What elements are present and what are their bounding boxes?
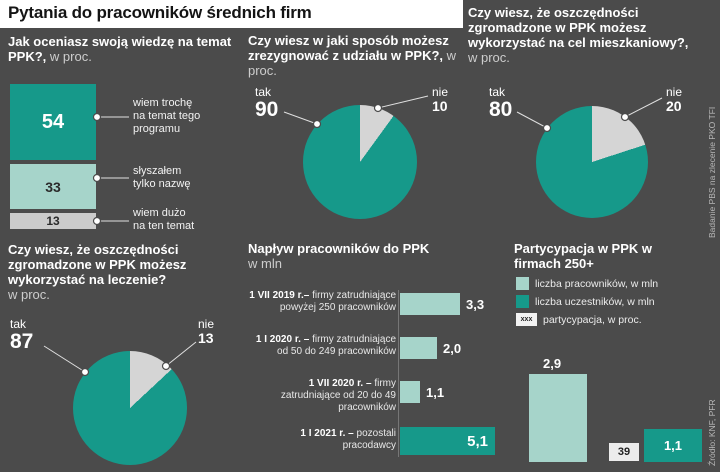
inflow-bar-2020-jan bbox=[400, 337, 437, 359]
treatment-pie-yes-value: 87 bbox=[10, 330, 34, 353]
inflow-row-date-2019: 1 VII 2019 r.– bbox=[249, 290, 310, 301]
treatment-pie-no-label: nie 13 bbox=[198, 318, 214, 346]
legend-swatch-employees bbox=[516, 277, 529, 290]
inflow-row-rest-2021: pozostali pracodawcy bbox=[342, 428, 396, 451]
inflow-bar-2021: 5,1 bbox=[400, 427, 495, 455]
inflow-axis-line bbox=[398, 290, 399, 457]
housing-chart-title: Czy wiesz, że oszczędności zgromadzone w… bbox=[468, 5, 696, 65]
inflow-row-label-2020-jul: 1 VII 2020 r. – firmy zatrudniające od 2… bbox=[248, 378, 396, 414]
connector-line bbox=[624, 97, 663, 118]
knowledge-bar-heard-name: 33 bbox=[10, 164, 96, 209]
legend-label-participation-rate: partycypacja, w proc. bbox=[543, 313, 642, 326]
treatment-chart-title-text: Czy wiesz, że oszczędności zgromadzone w… bbox=[8, 242, 187, 287]
legend-row-participants: liczba uczestników, w mln bbox=[516, 295, 655, 308]
knowledge-label-a-lot: wiem dużo na ten temat bbox=[133, 207, 195, 232]
housing-pie-yes-word: tak bbox=[489, 85, 506, 99]
inflow-bar-2019 bbox=[400, 293, 460, 315]
knowledge-chart-title: Jak oceniasz swoją wiedzę na temat PPK?,… bbox=[8, 34, 233, 64]
inflow-chart-title: Napływ pracowników do PPK w mln bbox=[248, 241, 498, 271]
page-title: Pytania do pracowników średnich firm bbox=[8, 3, 312, 22]
title-bar: Pytania do pracowników średnich firm bbox=[0, 0, 463, 28]
housing-pie-no-word: nie bbox=[666, 85, 683, 99]
treatment-pie-chart bbox=[73, 351, 187, 465]
connector-line bbox=[377, 95, 429, 109]
housing-pie-no-value: 20 bbox=[666, 98, 682, 114]
knowledge-bar-heard-name-value: 33 bbox=[45, 178, 61, 195]
housing-pie-yes-value: 80 bbox=[489, 98, 513, 121]
inflow-bar-2020-jul bbox=[400, 381, 420, 403]
legend-label-employees: liczba pracowników, w mln bbox=[535, 277, 659, 290]
housing-pie-no-label: nie 20 bbox=[666, 86, 682, 114]
participation-chart-title: Partycypacja w PPK w firmach 250+ bbox=[514, 241, 653, 271]
treatment-chart-title: Czy wiesz, że oszczędności zgromadzone w… bbox=[8, 242, 238, 302]
resign-pie-chart bbox=[303, 105, 417, 219]
resign-pie-yes-value: 90 bbox=[255, 98, 279, 121]
resign-chart-title: Czy wiesz w jaki sposób możesz zrezygnow… bbox=[248, 33, 460, 78]
participation-bar-employees-value: 2,9 bbox=[543, 356, 562, 371]
knowledge-bar-some: 54 bbox=[10, 84, 96, 160]
resign-pie-no-value: 10 bbox=[432, 98, 448, 114]
credit-data-source: Źródło: KNF, PFR bbox=[707, 399, 717, 466]
inflow-chart-title-text: Napływ pracowników do PPK bbox=[248, 241, 430, 256]
legend-label-participants: liczba uczestników, w mln bbox=[535, 295, 655, 308]
knowledge-bar-a-lot-value: 13 bbox=[46, 214, 60, 228]
inflow-row-rest-2020-jan: firmy zatrudniające od 50 do 249 pracown… bbox=[277, 334, 396, 357]
participation-bar-participants: 1,1 bbox=[644, 429, 702, 462]
inflow-row-label-2021: 1 I 2021 r. – pozostali pracodawcy bbox=[248, 428, 396, 452]
resign-chart-subtitle: w proc. bbox=[248, 48, 457, 78]
knowledge-chart-subtitle: w proc. bbox=[49, 49, 92, 64]
connector-line bbox=[43, 345, 86, 373]
knowledge-label-some: wiem trochę na temat tego programu bbox=[133, 97, 201, 135]
treatment-chart-subtitle: w proc. bbox=[8, 287, 50, 302]
inflow-row-date-2020-jul: 1 VII 2020 r. – bbox=[308, 378, 372, 389]
inflow-row-date-2021: 1 I 2021 r. – bbox=[300, 428, 354, 439]
treatment-pie-yes-label: tak 87 bbox=[10, 318, 33, 353]
knowledge-bar-some-value: 54 bbox=[41, 110, 65, 133]
credit-survey-source: Badanie PBS na zlecenie PKO TFI bbox=[707, 106, 717, 238]
resign-pie-yes-word: tak bbox=[255, 85, 272, 99]
inflow-row-label-2020-jan: 1 I 2020 r. – firmy zatrudniające od 50 … bbox=[248, 334, 396, 358]
connector-line bbox=[165, 341, 197, 367]
treatment-pie-yes-word: tak bbox=[10, 317, 27, 331]
knowledge-chart-title-text: Jak oceniasz swoją wiedzę na temat PPK?, bbox=[8, 34, 232, 64]
legend-row-employees: liczba pracowników, w mln bbox=[516, 277, 658, 290]
treatment-pie-no-word: nie bbox=[198, 317, 215, 331]
housing-chart-subtitle: w proc. bbox=[468, 50, 510, 65]
legend-row-participation-rate: xxx partycypacja, w proc. bbox=[516, 313, 642, 326]
legend-swatch-participation-rate: xxx bbox=[516, 313, 537, 326]
inflow-bar-2019-value: 3,3 bbox=[466, 297, 485, 312]
resign-pie-no-word: nie bbox=[432, 85, 449, 99]
knowledge-label-heard-name: słyszałem tylko nazwę bbox=[133, 165, 191, 190]
connector-line bbox=[283, 111, 318, 125]
housing-pie-chart bbox=[536, 106, 648, 218]
housing-chart-title-text: Czy wiesz, że oszczędności zgromadzone w… bbox=[468, 5, 689, 50]
inflow-bar-2020-jul-value: 1,1 bbox=[426, 385, 445, 400]
inflow-chart-subtitle: w mln bbox=[248, 256, 282, 271]
participation-rate-badge: 39 bbox=[609, 443, 639, 461]
inflow-row-label-2019: 1 VII 2019 r.– firmy zatrudniające powyż… bbox=[248, 290, 396, 314]
treatment-pie-no-value: 13 bbox=[198, 330, 214, 346]
inflow-row-rest-2019: firmy zatrudniające powyżej 250 pracowni… bbox=[279, 290, 396, 313]
resign-pie-yes-label: tak 90 bbox=[255, 86, 278, 121]
participation-bar-employees bbox=[529, 374, 587, 462]
resign-pie-no-label: nie 10 bbox=[432, 86, 448, 114]
housing-pie-yes-label: tak 80 bbox=[489, 86, 512, 121]
connector-line bbox=[516, 111, 548, 129]
inflow-row-date-2020-jan: 1 I 2020 r. – bbox=[255, 334, 310, 345]
inflow-row-rest-2020-jul: firmy zatrudniające od 20 do 49 pracowni… bbox=[280, 378, 396, 413]
legend-swatch-participants bbox=[516, 295, 529, 308]
knowledge-bar-a-lot: 13 bbox=[10, 213, 96, 229]
inflow-bar-2020-jan-value: 2,0 bbox=[443, 341, 462, 356]
resign-chart-title-text: Czy wiesz w jaki sposób możesz zrezygnow… bbox=[248, 33, 449, 63]
